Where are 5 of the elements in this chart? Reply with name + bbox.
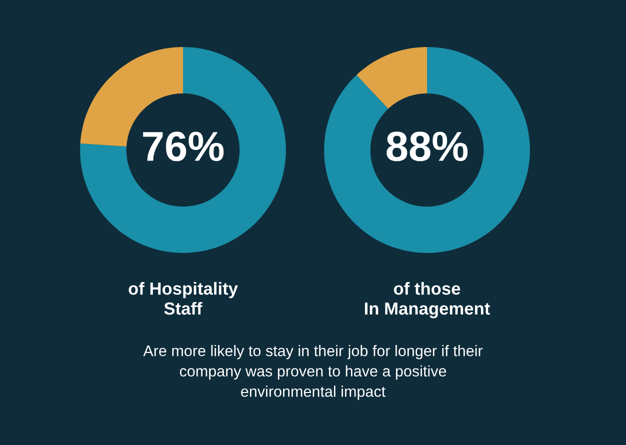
text: Are more likely to stay in their job for longer if their company was proven to have a positive environmental impact xyxy=(143,345,483,400)
data-label: 76% xyxy=(143,132,224,162)
data-label: 88% xyxy=(386,132,468,162)
text: of those In Management xyxy=(364,282,490,318)
text: of Hospitality Staff xyxy=(128,282,238,315)
